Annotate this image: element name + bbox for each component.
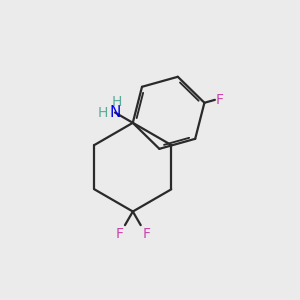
- Text: H: H: [112, 94, 122, 109]
- Text: F: F: [115, 227, 123, 242]
- Text: N: N: [109, 105, 121, 120]
- Text: F: F: [142, 227, 150, 242]
- Text: H: H: [98, 106, 108, 119]
- Text: F: F: [216, 93, 224, 107]
